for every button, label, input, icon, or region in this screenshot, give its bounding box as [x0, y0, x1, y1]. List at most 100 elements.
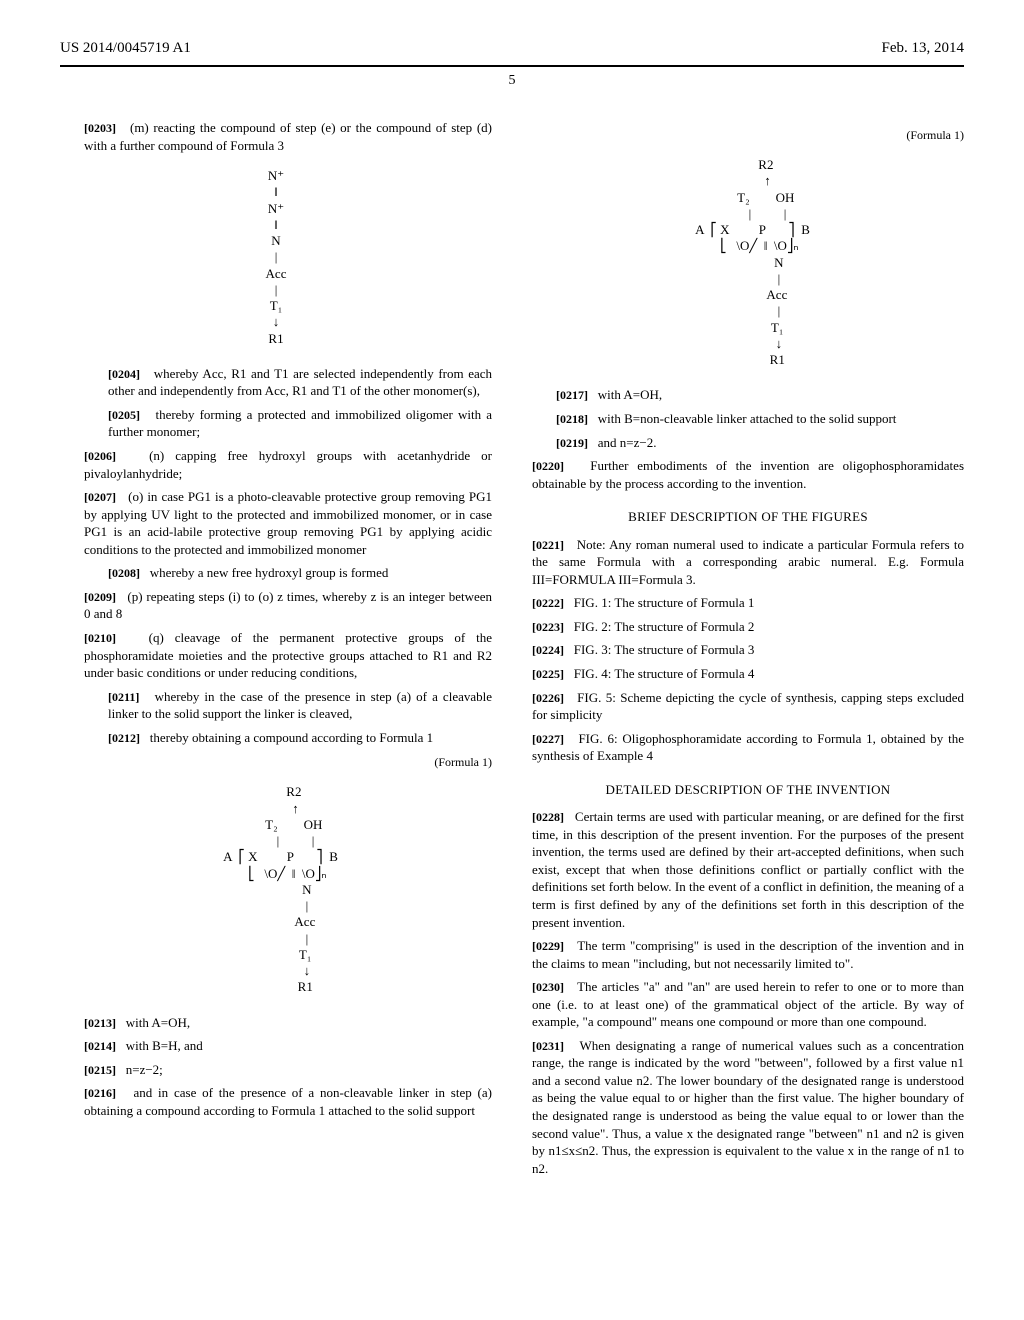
para-text: The term "comprising" is used in the des…	[532, 938, 964, 971]
paragraph-0211: [0211] whereby in the case of the presen…	[60, 688, 492, 723]
column-right: (Formula 1) R2 ↑ T₂ OH | | A ⎡ X P ⎤ B ⎣…	[532, 119, 964, 1183]
para-text: with A=OH,	[126, 1015, 190, 1030]
paragraph-0228: [0228] Certain terms are used with parti…	[532, 808, 964, 931]
para-num: [0215]	[84, 1063, 116, 1077]
para-num: [0204]	[108, 367, 140, 381]
para-text: The articles "a" and "an" are used herei…	[532, 979, 964, 1029]
para-text: thereby forming a protected and immobili…	[108, 407, 492, 440]
para-num: [0227]	[532, 732, 564, 746]
paragraph-0207: [0207] (o) in case PG1 is a photo-cleava…	[60, 488, 492, 558]
para-text: with B=H, and	[126, 1038, 203, 1053]
paragraph-0224: [0224] FIG. 3: The structure of Formula …	[532, 641, 964, 659]
paragraph-0203: [0203] (m) reacting the compound of step…	[60, 119, 492, 154]
paragraph-0213: [0213] with A=OH,	[60, 1014, 492, 1032]
para-num: [0217]	[556, 388, 588, 402]
para-text: with B=non-cleavable linker attached to …	[598, 411, 897, 426]
para-num: [0210]	[84, 631, 116, 645]
paragraph-0205: [0205] thereby forming a protected and i…	[60, 406, 492, 441]
para-text: whereby a new free hydroxyl group is for…	[150, 565, 389, 580]
para-text: (o) in case PG1 is a photo-cleavable pro…	[84, 489, 492, 557]
para-text: Further embodiments of the invention are…	[532, 458, 964, 491]
paragraph-0221: [0221] Note: Any roman numeral used to i…	[532, 536, 964, 589]
paragraph-0230: [0230] The articles "a" and "an" are use…	[532, 978, 964, 1031]
para-text: and in case of the presence of a non-cle…	[84, 1085, 492, 1118]
para-num: [0230]	[532, 980, 564, 994]
paragraph-0226: [0226] FIG. 5: Scheme depicting the cycl…	[532, 689, 964, 724]
chem-structure-formula3: N⁺ ‖ N⁺ ‖ N | Acc | T₁ ↓ R1	[60, 168, 492, 347]
para-num: [0224]	[532, 643, 564, 657]
paragraph-0206: [0206] (n) capping free hydroxyl groups …	[60, 447, 492, 482]
paragraph-0231: [0231] When designating a range of numer…	[532, 1037, 964, 1177]
para-num: [0206]	[84, 449, 116, 463]
para-num: [0228]	[532, 810, 564, 824]
para-text: with A=OH,	[598, 387, 662, 402]
two-column-layout: [0203] (m) reacting the compound of step…	[60, 119, 964, 1183]
para-text: FIG. 3: The structure of Formula 3	[574, 642, 755, 657]
para-num: [0214]	[84, 1039, 116, 1053]
para-text: FIG. 1: The structure of Formula 1	[574, 595, 755, 610]
para-num: [0203]	[84, 121, 116, 135]
paragraph-0227: [0227] FIG. 6: Oligophosphoramidate acco…	[532, 730, 964, 765]
paragraph-0215: [0215] n=z−2;	[60, 1061, 492, 1079]
para-num: [0216]	[84, 1086, 116, 1100]
para-text: FIG. 6: Oligophosphoramidate according t…	[532, 731, 964, 764]
paragraph-0222: [0222] FIG. 1: The structure of Formula …	[532, 594, 964, 612]
para-num: [0218]	[556, 412, 588, 426]
section-heading-detailed: DETAILED DESCRIPTION OF THE INVENTION	[532, 781, 964, 799]
para-num: [0221]	[532, 538, 564, 552]
formula-label: (Formula 1)	[60, 754, 492, 770]
paragraph-0210: [0210] (q) cleavage of the permanent pro…	[60, 629, 492, 682]
para-text: (p) repeating steps (i) to (o) z times, …	[84, 589, 492, 622]
para-num: [0209]	[84, 590, 116, 604]
para-num: [0223]	[532, 620, 564, 634]
paragraph-0220: [0220] Further embodiments of the invent…	[532, 457, 964, 492]
para-num: [0231]	[532, 1039, 564, 1053]
paragraph-0229: [0229] The term "comprising" is used in …	[532, 937, 964, 972]
chem-structure-formula1-left: R2 ↑ T₂ OH | | A ⎡ X P ⎤ B ⎣ \O╱ ‖ \O⎦ₙ …	[60, 784, 492, 995]
para-num: [0226]	[532, 691, 564, 705]
header-rule	[60, 65, 964, 67]
paragraph-0214: [0214] with B=H, and	[60, 1037, 492, 1055]
para-num: [0207]	[84, 490, 116, 504]
para-text: n=z−2;	[126, 1062, 163, 1077]
para-num: [0222]	[532, 596, 564, 610]
para-text: Note: Any roman numeral used to indicate…	[532, 537, 964, 587]
chem-structure-formula1-right: R2 ↑ T₂ OH | | A ⎡ X P ⎤ B ⎣ \O╱ ‖ \O⎦ₙ …	[532, 157, 964, 368]
para-num: [0213]	[84, 1016, 116, 1030]
pub-number: US 2014/0045719 A1	[60, 40, 191, 57]
para-text: whereby in the case of the presence in s…	[108, 689, 492, 722]
para-text: When designating a range of numerical va…	[532, 1038, 964, 1176]
page-number: 5	[60, 73, 964, 89]
paragraph-0209: [0209] (p) repeating steps (i) to (o) z …	[60, 588, 492, 623]
para-num: [0211]	[108, 690, 139, 704]
paragraph-0219: [0219] and n=z−2.	[532, 434, 964, 452]
para-text: Certain terms are used with particular m…	[532, 809, 964, 929]
para-num: [0212]	[108, 731, 140, 745]
paragraph-0208: [0208] whereby a new free hydroxyl group…	[60, 564, 492, 582]
paragraph-0223: [0223] FIG. 2: The structure of Formula …	[532, 618, 964, 636]
pub-date: Feb. 13, 2014	[882, 40, 965, 57]
para-text: (q) cleavage of the permanent protective…	[84, 630, 492, 680]
para-num: [0219]	[556, 436, 588, 450]
para-text: FIG. 5: Scheme depicting the cycle of sy…	[532, 690, 964, 723]
para-text: FIG. 4: The structure of Formula 4	[574, 666, 755, 681]
paragraph-0217: [0217] with A=OH,	[532, 386, 964, 404]
paragraph-0212: [0212] thereby obtaining a compound acco…	[60, 729, 492, 747]
para-text: (n) capping free hydroxyl groups with ac…	[84, 448, 492, 481]
para-text: and n=z−2.	[598, 435, 657, 450]
paragraph-0218: [0218] with B=non-cleavable linker attac…	[532, 410, 964, 428]
para-text: whereby Acc, R1 and T1 are selected inde…	[108, 366, 492, 399]
para-num: [0229]	[532, 939, 564, 953]
para-num: [0220]	[532, 459, 564, 473]
column-left: [0203] (m) reacting the compound of step…	[60, 119, 492, 1183]
paragraph-0225: [0225] FIG. 4: The structure of Formula …	[532, 665, 964, 683]
para-num: [0205]	[108, 408, 140, 422]
para-text: FIG. 2: The structure of Formula 2	[574, 619, 755, 634]
section-heading-figures: BRIEF DESCRIPTION OF THE FIGURES	[532, 508, 964, 526]
para-text: thereby obtaining a compound according t…	[150, 730, 433, 745]
page-header: US 2014/0045719 A1 Feb. 13, 2014	[60, 40, 964, 57]
para-text: (m) reacting the compound of step (e) or…	[84, 120, 492, 153]
para-num: [0208]	[108, 566, 140, 580]
paragraph-0204: [0204] whereby Acc, R1 and T1 are select…	[60, 365, 492, 400]
para-num: [0225]	[532, 667, 564, 681]
